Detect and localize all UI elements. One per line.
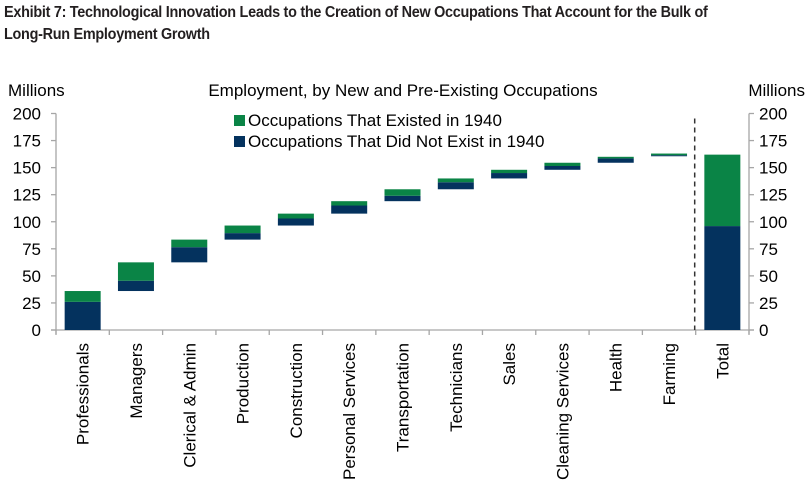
- exhibit-title-line-1: Exhibit 7: Technological Innovation Lead…: [4, 4, 708, 21]
- axes: 0 0 25 25 50 50 75 75 100 100 125 125 150 150 175 175 20…: [13, 105, 788, 341]
- bar-existed-transportation: [384, 189, 421, 196]
- bar-new-clerical-and-admin: [171, 247, 208, 263]
- x-tick-label-clerical-and-admin: Clerical & Admin: [180, 343, 199, 468]
- bar-new-production: [224, 233, 261, 240]
- bar-group-production: [224, 225, 261, 240]
- right-y-tick-label: 50: [759, 267, 778, 286]
- bar-existed-construction: [277, 213, 314, 219]
- right-y-tick-label: 125: [759, 186, 787, 205]
- x-tick-label-sales: Sales: [500, 343, 519, 386]
- bar-existed-sales: [491, 169, 528, 174]
- left-axis-unit-label: Millions: [8, 81, 65, 100]
- x-tick-label-transportation: Transportation: [394, 343, 413, 452]
- bar-existed-professionals: [64, 291, 101, 302]
- left-y-tick-label: 100: [13, 213, 41, 232]
- left-y-tick-label: 0: [32, 321, 41, 340]
- bar-existed-technicians: [437, 178, 474, 183]
- bar-group-clerical-and-admin: [171, 239, 208, 263]
- legend-label-new: Occupations That Did Not Exist in 1940: [248, 132, 544, 151]
- bar-new-health: [597, 158, 634, 163]
- bar-group-sales: [491, 169, 528, 179]
- x-tick-label-professionals: Professionals: [74, 343, 93, 445]
- bar-new-professionals: [64, 301, 101, 330]
- x-tick-label-personal-services: Personal Services: [340, 343, 359, 480]
- left-y-tick-label: 25: [22, 294, 41, 313]
- bar-existed-personal-services: [331, 201, 368, 206]
- bar-group-transportation: [384, 189, 421, 202]
- bar-new-personal-services: [331, 205, 368, 214]
- x-tick-label-cleaning-services: Cleaning Services: [553, 343, 572, 480]
- bar-group-health: [597, 156, 634, 163]
- bar-group-construction: [277, 213, 314, 226]
- bar-group-managers: [117, 262, 154, 292]
- bar-existed-managers: [117, 262, 154, 281]
- bar-new-farming: [651, 155, 688, 157]
- bar-group-personal-services: [331, 201, 368, 214]
- bar-new-managers: [117, 280, 154, 292]
- x-tick-label-managers: Managers: [127, 343, 146, 419]
- exhibit-title: Exhibit 7: Technological Innovation Lead…: [4, 2, 754, 46]
- x-tick-labels: Professionals Managers Clerical & Admin Pro…: [74, 343, 733, 480]
- bars: [64, 153, 741, 330]
- left-y-tick-label: 175: [13, 132, 41, 151]
- bar-existed-farming: [651, 153, 688, 156]
- bar-group-total: [704, 154, 741, 330]
- bar-existed-clerical-and-admin: [171, 239, 208, 248]
- right-y-tick-label: 75: [759, 240, 778, 259]
- left-y-tick-label: 75: [22, 240, 41, 259]
- left-y-tick-label: 50: [22, 267, 41, 286]
- right-y-tick-label: 25: [759, 294, 778, 313]
- right-y-tick-label: 175: [759, 132, 787, 151]
- x-tick-label-construction: Construction: [287, 343, 306, 438]
- bar-new-technicians: [437, 182, 474, 190]
- legend-swatch-existed: [234, 115, 245, 126]
- left-y-tick-label: 200: [13, 105, 41, 124]
- bar-group-technicians: [437, 178, 474, 190]
- x-tick-label-farming: Farming: [660, 343, 679, 405]
- legend: Occupations That Existed in 1940 Occupat…: [234, 111, 544, 151]
- bar-new-cleaning-services: [544, 166, 581, 170]
- legend-swatch-new: [234, 136, 245, 147]
- exhibit-title-line-2: Long-Run Employment Growth: [4, 26, 210, 43]
- x-tick-label-total: Total: [713, 343, 732, 379]
- right-y-tick-label: 150: [759, 159, 787, 178]
- bar-existed-health: [597, 156, 634, 159]
- x-tick-label-production: Production: [234, 343, 253, 424]
- left-y-tick-label: 125: [13, 186, 41, 205]
- right-y-tick-label: 0: [759, 321, 768, 340]
- right-axis-unit-label: Millions: [748, 81, 805, 100]
- bar-new-sales: [491, 173, 528, 179]
- right-y-tick-label: 200: [759, 105, 787, 124]
- bar-new-construction: [277, 218, 314, 226]
- chart-title: Employment, by New and Pre-Existing Occu…: [208, 81, 597, 100]
- bar-existed-total: [704, 154, 741, 227]
- bar-existed-cleaning-services: [544, 162, 581, 167]
- x-tick-label-technicians: Technicians: [447, 343, 466, 432]
- bar-new-transportation: [384, 195, 421, 202]
- right-y-tick-label: 100: [759, 213, 787, 232]
- left-y-tick-label: 150: [13, 159, 41, 178]
- bar-existed-production: [224, 225, 261, 234]
- bar-group-cleaning-services: [544, 162, 581, 170]
- x-tick-label-health: Health: [607, 343, 626, 392]
- bar-group-farming: [651, 153, 688, 157]
- legend-label-existed: Occupations That Existed in 1940: [248, 111, 502, 130]
- bar-group-professionals: [64, 291, 101, 330]
- bar-new-total: [704, 226, 741, 330]
